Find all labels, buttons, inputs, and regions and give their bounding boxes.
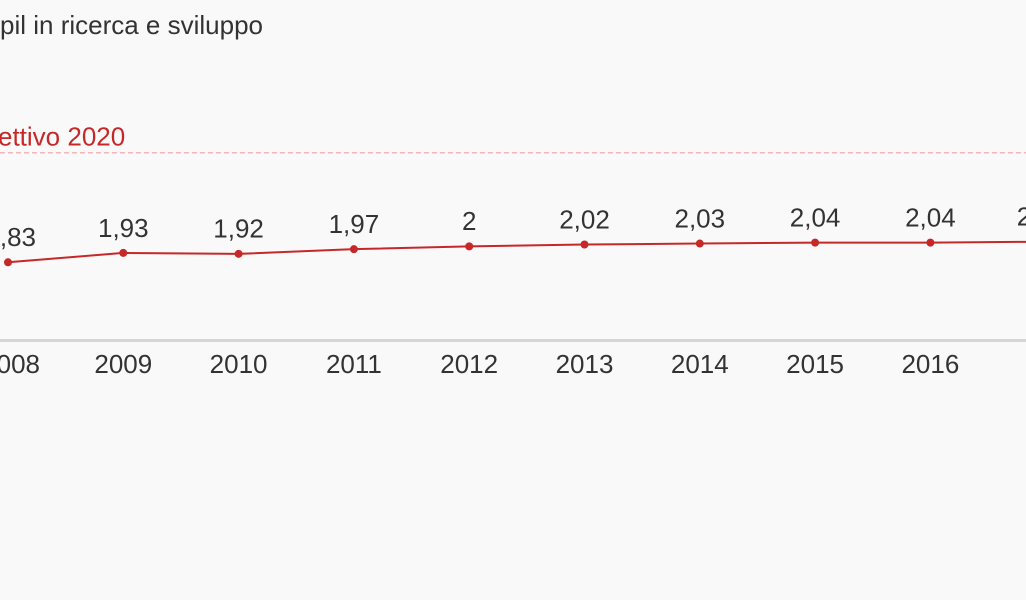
x-tick-label: 2013 (556, 349, 614, 379)
x-tick-label: 008 (0, 349, 40, 379)
data-point (695, 239, 704, 248)
data-point (349, 245, 358, 254)
data-label: 1,92 (213, 214, 264, 244)
data-point (926, 238, 935, 247)
x-tick-label: 2015 (786, 349, 844, 379)
data-label: 2 (462, 206, 476, 236)
target-label: ettivo 2020 (0, 122, 125, 152)
x-tick-label: 2011 (326, 349, 382, 379)
data-point (465, 242, 474, 251)
chart-title: pil in ricerca e sviluppo (0, 10, 263, 40)
x-tick-label: 2012 (440, 349, 498, 379)
data-label: 1,97 (329, 209, 380, 239)
data-label: 2,04 (790, 202, 841, 232)
data-line (7, 240, 1026, 264)
data-label: 1,93 (98, 213, 149, 243)
data-point (234, 249, 243, 258)
data-point (4, 258, 12, 267)
x-tick-label: 2009 (94, 349, 152, 379)
x-tick-label: 2010 (210, 349, 268, 379)
x-tick-label: 2016 (901, 349, 959, 379)
data-label: 2,04 (905, 202, 956, 232)
data-point (119, 248, 128, 257)
data-point (580, 240, 589, 249)
data-label: 2 (1017, 202, 1026, 232)
data-point (811, 238, 820, 247)
data-label: ,83 (0, 222, 36, 252)
data-label: 2,03 (674, 203, 725, 233)
x-tick-label: 2014 (671, 349, 729, 379)
data-label: 2,02 (559, 204, 610, 234)
